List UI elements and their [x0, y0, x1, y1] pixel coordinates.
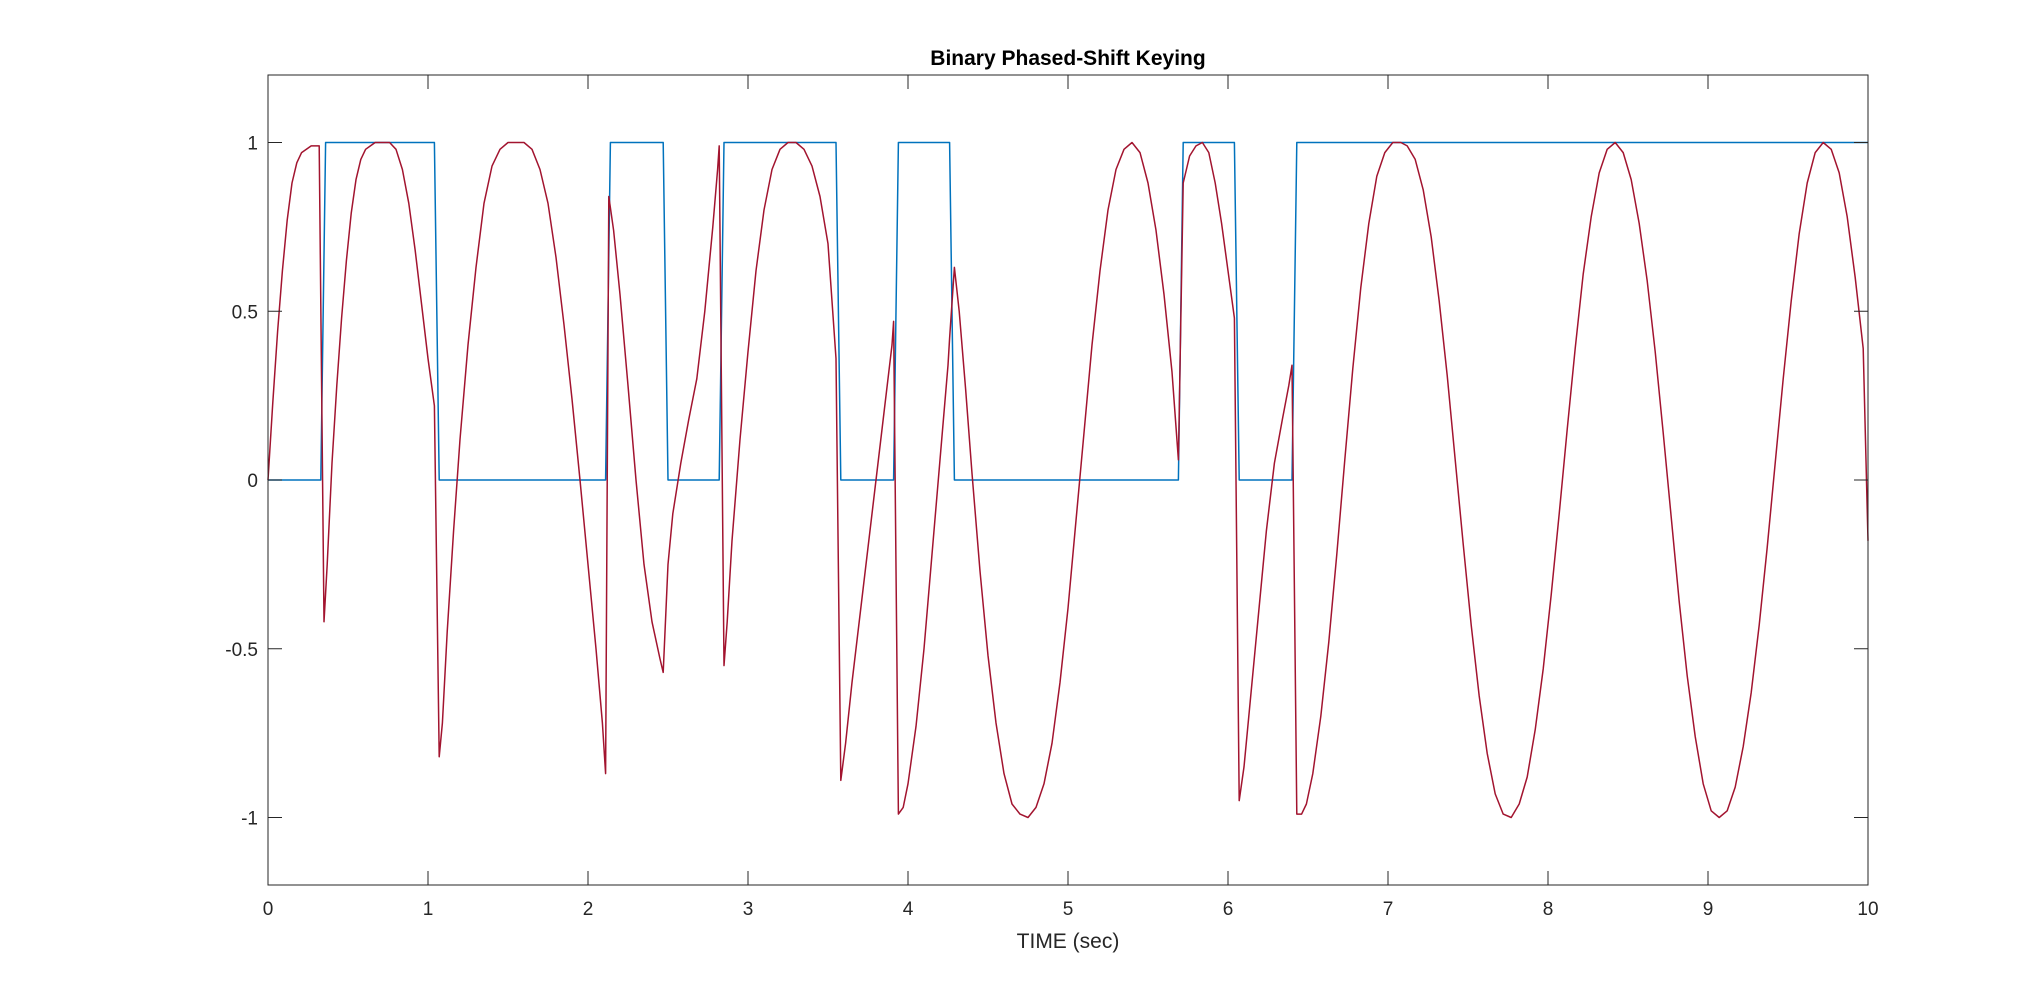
y-tick-label: -1 [241, 809, 258, 830]
x-tick-label: 8 [1543, 899, 1554, 920]
series-layer [267, 141, 1869, 819]
x-tick-label: 9 [1703, 899, 1714, 920]
x-tick-label: 10 [1857, 899, 1878, 920]
x-tick-label: 5 [1063, 899, 1074, 920]
y-tick-label: -0.5 [225, 640, 258, 661]
chart-title: Binary Phased-Shift Keying [930, 47, 1205, 70]
x-tick-label: 2 [583, 899, 594, 920]
y-tick-label: 0 [247, 471, 258, 492]
x-axis-title: TIME (sec) [1017, 930, 1120, 953]
x-tick-label: 1 [423, 899, 434, 920]
y-tick-label: 1 [247, 134, 258, 155]
x-tick-label: 4 [903, 899, 914, 920]
x-tick-label: 7 [1383, 899, 1394, 920]
x-tick-label: 0 [263, 899, 274, 920]
series-line-2 [267, 141, 1869, 819]
ticks-layer: 0 1 2 3 4 5 6 7 8 9 10 -1 -0.5 0 0.5 1 [225, 75, 1879, 920]
x-tick-label: 3 [743, 899, 754, 920]
series-line-1 [268, 141, 1868, 481]
x-tick-label: 6 [1223, 899, 1234, 920]
y-tick-label: 0.5 [232, 302, 258, 323]
